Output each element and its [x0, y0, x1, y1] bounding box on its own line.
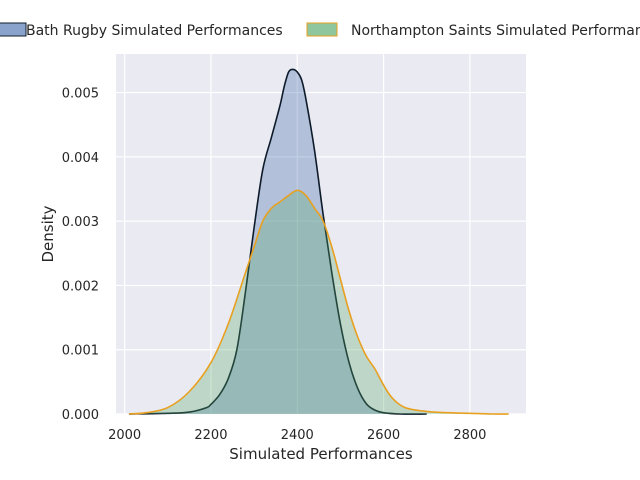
- y-axis-label: Density: [39, 205, 57, 262]
- legend-swatch: [306, 22, 338, 37]
- x-tick-label: 2400: [281, 428, 314, 443]
- y-tick-labels: 0.000 0.001 0.002 0.003 0.004 0.005: [62, 87, 99, 423]
- series-1-line: [128, 68, 427, 415]
- legend-swatch: [0, 22, 27, 37]
- x-tick-label: 2200: [194, 428, 227, 443]
- y-tick-label: 0.002: [62, 279, 99, 294]
- x-tick-label: 2800: [453, 428, 486, 443]
- x-tick-label: 2000: [108, 428, 141, 443]
- series-layer: [128, 68, 509, 415]
- y-tick-label: 0.000: [62, 408, 99, 423]
- x-tick-label: 2600: [367, 428, 400, 443]
- legend: Bath Rugby Simulated Performances Northam…: [0, 22, 640, 39]
- x-axis-label: Simulated Performances: [229, 445, 413, 463]
- y-tick-label: 0.004: [62, 151, 99, 166]
- grid-lines: [116, 54, 526, 415]
- y-tick-label: 0.003: [62, 215, 99, 230]
- series-2-area: [128, 190, 509, 415]
- series-2-line: [128, 189, 509, 415]
- legend-label: Northampton Saints Simulated Performance…: [351, 23, 640, 39]
- x-tick-labels: 2000 2200 2400 2600 2800: [108, 428, 486, 443]
- legend-label: Bath Rugby Simulated Performances: [26, 23, 283, 39]
- y-tick-label: 0.001: [62, 344, 99, 359]
- series-1-area: [128, 69, 427, 415]
- y-tick-label: 0.005: [62, 87, 99, 102]
- plot-background: [116, 54, 526, 414]
